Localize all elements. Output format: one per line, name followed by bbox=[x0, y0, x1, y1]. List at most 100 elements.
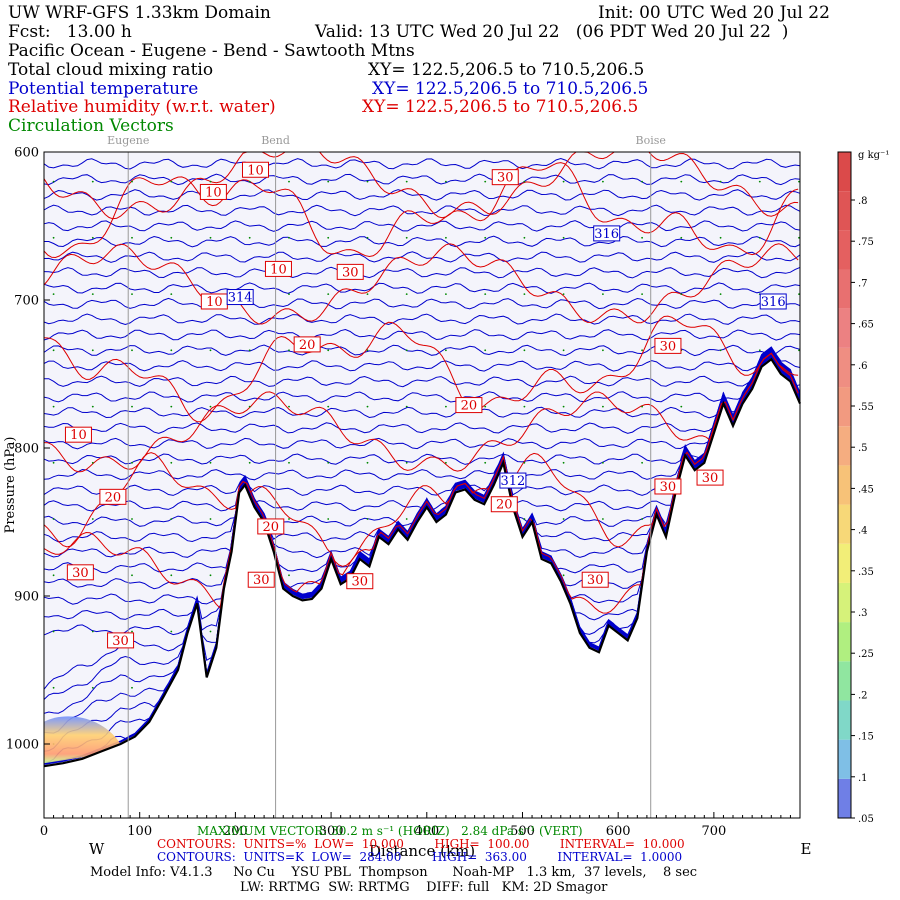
vector-mark bbox=[719, 236, 722, 239]
rh-label-box bbox=[654, 478, 682, 495]
colorbar-tick-label: .25 bbox=[858, 649, 874, 660]
vector-mark bbox=[562, 405, 565, 408]
terrain-line bbox=[43, 357, 802, 768]
vector-mark bbox=[327, 349, 330, 352]
location-label-eugene: Eugene bbox=[107, 134, 149, 147]
vector-mark bbox=[445, 180, 447, 183]
field-cloud-name: Total cloud mixing ratio bbox=[8, 60, 214, 80]
colorbar-title: g kg⁻¹ bbox=[858, 150, 889, 161]
rh-label-box bbox=[654, 337, 682, 354]
rh-label: 10 bbox=[247, 163, 264, 178]
x-tick-label: 0 bbox=[40, 824, 48, 839]
rh-label: 10 bbox=[270, 262, 287, 277]
vector-mark bbox=[209, 236, 212, 239]
vector-mark bbox=[366, 293, 369, 295]
rh-label: 20 bbox=[299, 338, 316, 353]
vector-mark bbox=[91, 293, 94, 295]
colorbar-segment bbox=[838, 152, 851, 192]
vector-mark bbox=[327, 461, 330, 464]
vector-mark bbox=[758, 349, 761, 352]
vector-mark bbox=[131, 518, 133, 520]
west-end-label: W bbox=[89, 840, 105, 858]
vector-mark bbox=[405, 405, 408, 408]
theta-contour-line bbox=[43, 347, 801, 434]
vector-mark bbox=[327, 405, 330, 408]
location-label-bend: Bend bbox=[261, 134, 290, 147]
valid-time: Valid: 13 UTC Wed 20 Jul 22 (06 PDT Wed … bbox=[315, 22, 789, 42]
rh-label-box bbox=[99, 488, 127, 505]
vector-mark bbox=[562, 293, 565, 295]
colorbar-tick-label: .15 bbox=[858, 732, 874, 743]
rh-contour-info: CONTOURS: UNITS=% LOW= 10.000 HIGH= 100.… bbox=[157, 837, 685, 851]
colorbar-segment bbox=[838, 426, 851, 466]
model-title: UW WRF-GFS 1.33km Domain bbox=[8, 3, 271, 23]
vector-mark bbox=[602, 180, 604, 183]
vector-mark bbox=[52, 518, 55, 520]
y-tick-label: 700 bbox=[14, 294, 39, 309]
vector-mark bbox=[209, 461, 212, 464]
vector-mark bbox=[248, 180, 251, 183]
colorbar-tick-label: .05 bbox=[858, 814, 874, 825]
vector-mark bbox=[91, 405, 94, 408]
forecast-hour: Fcst: 13.00 h bbox=[8, 22, 132, 42]
vector-mark bbox=[52, 349, 55, 352]
east-end-label: E bbox=[801, 840, 812, 858]
vector-mark bbox=[366, 236, 369, 239]
vector-mark bbox=[170, 349, 173, 352]
rh-label-box bbox=[66, 564, 94, 581]
vector-mark bbox=[445, 349, 447, 352]
colorbar-segment bbox=[838, 504, 851, 544]
field-vectors-name: Circulation Vectors bbox=[8, 116, 174, 136]
vector-mark bbox=[327, 180, 330, 183]
vector-mark bbox=[131, 180, 133, 183]
vector-mark bbox=[52, 236, 55, 239]
theta-label-box bbox=[759, 293, 787, 310]
vector-mark bbox=[366, 461, 369, 464]
vector-mark bbox=[170, 180, 173, 183]
rh-contour-line bbox=[43, 151, 799, 220]
colorbar-segment bbox=[838, 739, 851, 779]
rh-label: 30 bbox=[702, 471, 719, 486]
vector-mark bbox=[405, 236, 408, 239]
x-tick-label: 100 bbox=[127, 824, 152, 839]
vector-mark bbox=[131, 686, 133, 689]
vector-mark bbox=[523, 180, 526, 183]
vector-mark bbox=[641, 293, 643, 295]
vector-mark bbox=[91, 180, 94, 183]
vector-mark bbox=[131, 461, 133, 464]
vector-mark bbox=[288, 574, 290, 577]
rh-contour-line bbox=[43, 162, 799, 259]
terrain-fill bbox=[44, 359, 800, 818]
vector-mark bbox=[758, 180, 761, 183]
vector-mark bbox=[170, 293, 173, 295]
rh-label: 30 bbox=[352, 575, 369, 590]
theta-contour-line bbox=[43, 157, 801, 170]
vector-mark bbox=[680, 236, 683, 239]
theta-contour-line bbox=[43, 328, 801, 341]
rh-label-box bbox=[336, 263, 364, 280]
rh-label: 20 bbox=[496, 498, 513, 513]
vector-mark bbox=[52, 405, 55, 408]
x-tick-label: 200 bbox=[223, 824, 248, 839]
rh-label-box bbox=[696, 469, 724, 486]
vector-mark bbox=[52, 461, 55, 464]
colorbar-tick-label: .5 bbox=[858, 443, 868, 454]
theta-contour-line bbox=[43, 189, 801, 201]
theta-contour-line bbox=[43, 347, 801, 419]
vector-mark bbox=[641, 236, 643, 239]
vector-mark bbox=[562, 349, 565, 352]
vector-mark bbox=[719, 293, 722, 295]
colorbar-tick-label: .3 bbox=[858, 608, 868, 619]
vector-mark bbox=[209, 518, 212, 520]
vector-mark bbox=[366, 518, 369, 520]
colorbar-tick-label: .65 bbox=[858, 320, 874, 331]
vector-mark bbox=[248, 236, 251, 239]
vector-mark bbox=[602, 461, 604, 464]
theta-contour-line bbox=[44, 235, 801, 248]
vector-mark bbox=[523, 405, 526, 408]
rh-label-box bbox=[491, 169, 519, 186]
max-vector-note: MAXIMUM VECTOR: 30.2 m s⁻¹ (HORIZ) 2.84 … bbox=[197, 824, 583, 838]
field-theta-xy: XY= 122.5,206.5 to 710.5,206.5 bbox=[372, 79, 649, 99]
rh-contours bbox=[43, 151, 799, 614]
vector-mark bbox=[680, 180, 683, 183]
